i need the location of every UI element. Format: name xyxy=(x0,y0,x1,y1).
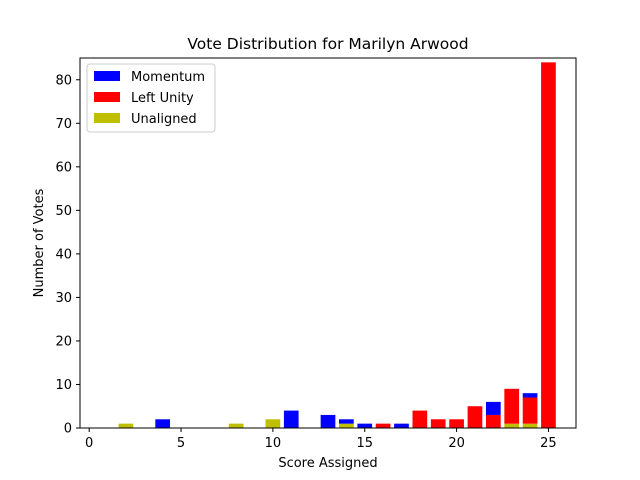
bar-left-unity-23 xyxy=(504,388,520,424)
bar-left-unity-16 xyxy=(375,423,391,428)
bar-left-unity-22 xyxy=(485,414,501,428)
y-tick-label: 10 xyxy=(55,378,72,393)
bar-momentum-24 xyxy=(522,393,538,398)
bar-momentum-11 xyxy=(283,410,299,428)
bar-momentum-22 xyxy=(485,401,501,415)
chart-title: Vote Distribution for Marilyn Arwood xyxy=(187,35,468,53)
y-tick-label: 0 xyxy=(64,422,72,437)
bar-unaligned-8 xyxy=(228,423,244,428)
y-axis: 0 10 20 30 40 50 60 70 80 xyxy=(55,73,80,437)
bar-left-unity-21 xyxy=(467,406,483,428)
bar-left-unity-24 xyxy=(522,397,538,424)
x-axis: 0 5 10 15 20 25 xyxy=(85,428,557,451)
plot-frame xyxy=(79,57,577,429)
bar-unaligned-2 xyxy=(118,423,134,428)
legend-swatch-left-unity xyxy=(94,92,120,102)
bar-left-unity-25 xyxy=(541,62,556,429)
x-tick-label: 10 xyxy=(265,436,282,451)
bar-unaligned-24 xyxy=(522,423,538,428)
legend-label-unaligned: Unaligned xyxy=(131,112,197,127)
y-tick-label: 50 xyxy=(55,204,72,219)
bar-momentum-17 xyxy=(394,423,409,428)
legend-label-left-unity: Left Unity xyxy=(131,91,194,106)
x-tick-label: 20 xyxy=(448,436,465,451)
legend-label-momentum: Momentum xyxy=(131,70,205,85)
y-tick-label: 20 xyxy=(55,334,72,349)
x-tick-label: 0 xyxy=(85,436,93,451)
bar-unaligned-23 xyxy=(504,423,520,428)
y-axis-title: Number of Votes xyxy=(32,188,47,297)
bar-unaligned-10 xyxy=(265,419,281,428)
bar-left-unity-20 xyxy=(449,419,464,428)
legend: Momentum Left Unity Unaligned xyxy=(86,63,216,133)
y-tick-label: 30 xyxy=(55,291,72,306)
bar-momentum-15 xyxy=(357,423,373,428)
y-tick-label: 70 xyxy=(55,117,72,132)
x-tick-label: 25 xyxy=(540,436,557,451)
bar-momentum-14 xyxy=(339,419,354,424)
bar-left-unity-18 xyxy=(412,410,428,428)
bar-momentum-13 xyxy=(320,414,336,428)
y-tick-label: 40 xyxy=(55,247,72,262)
bars-layer xyxy=(118,62,556,429)
bar-unaligned-14 xyxy=(339,423,354,428)
x-tick-label: 15 xyxy=(356,436,373,451)
legend-swatch-unaligned xyxy=(94,113,120,123)
legend-swatch-momentum xyxy=(94,71,120,81)
x-tick-label: 5 xyxy=(177,436,185,451)
bar-momentum-4 xyxy=(155,419,171,428)
x-axis-title: Score Assigned xyxy=(278,456,377,471)
y-tick-label: 60 xyxy=(55,160,72,175)
bar-left-unity-19 xyxy=(430,419,446,428)
y-tick-label: 80 xyxy=(55,73,72,88)
